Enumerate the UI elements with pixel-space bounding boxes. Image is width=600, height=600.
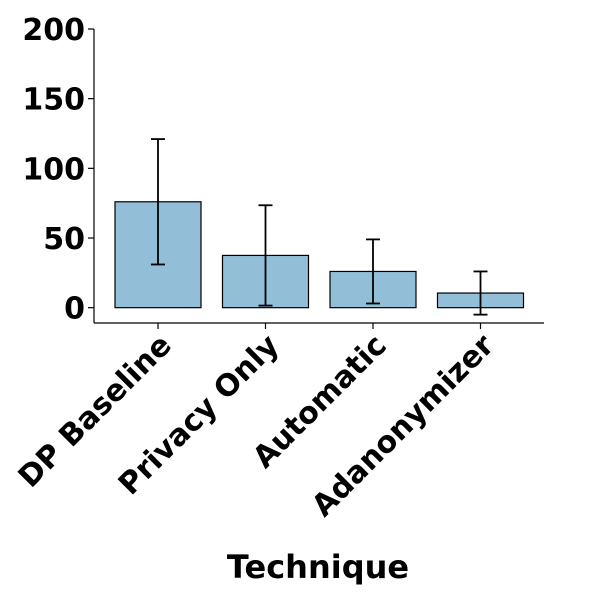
x-axis-title: Technique: [227, 548, 409, 586]
y-tick-label: 150: [22, 83, 85, 118]
x-tick-label: Adanonymizer: [305, 328, 501, 524]
bars: [114, 201, 525, 309]
y-tick-label: 0: [64, 292, 85, 327]
y-axis: 0 50 100 150 200: [22, 13, 95, 327]
y-tick-label: 50: [43, 222, 85, 257]
y-tick-label: 200: [22, 13, 85, 48]
error-bars: [151, 138, 488, 316]
y-tick-label: 100: [22, 152, 85, 187]
